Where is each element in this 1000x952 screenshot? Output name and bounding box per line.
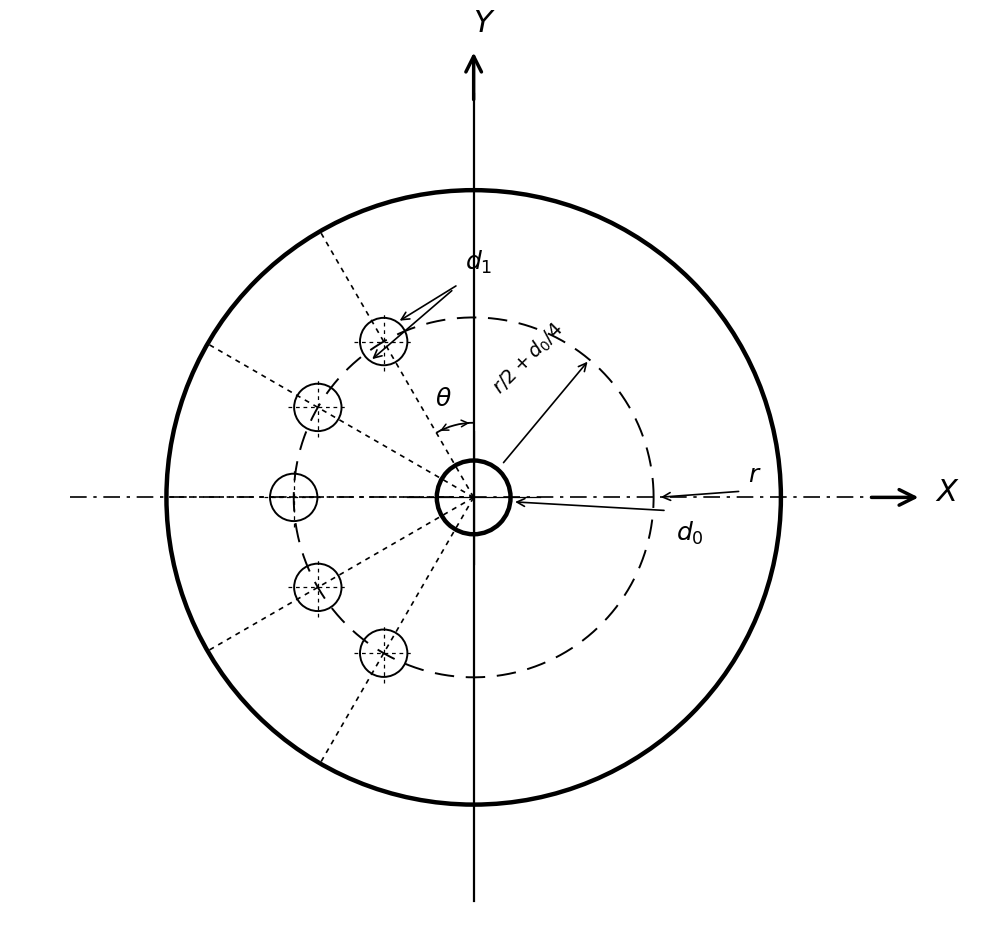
Text: $Y$: $Y$ bbox=[473, 9, 496, 39]
Text: $\theta$: $\theta$ bbox=[435, 388, 452, 411]
Text: $d_0$: $d_0$ bbox=[676, 520, 703, 546]
Text: $X$: $X$ bbox=[935, 478, 959, 508]
Text: $r$: $r$ bbox=[748, 464, 761, 486]
Text: $d_1$: $d_1$ bbox=[465, 248, 493, 276]
Text: $r/2+d_0/4$: $r/2+d_0/4$ bbox=[488, 318, 568, 399]
